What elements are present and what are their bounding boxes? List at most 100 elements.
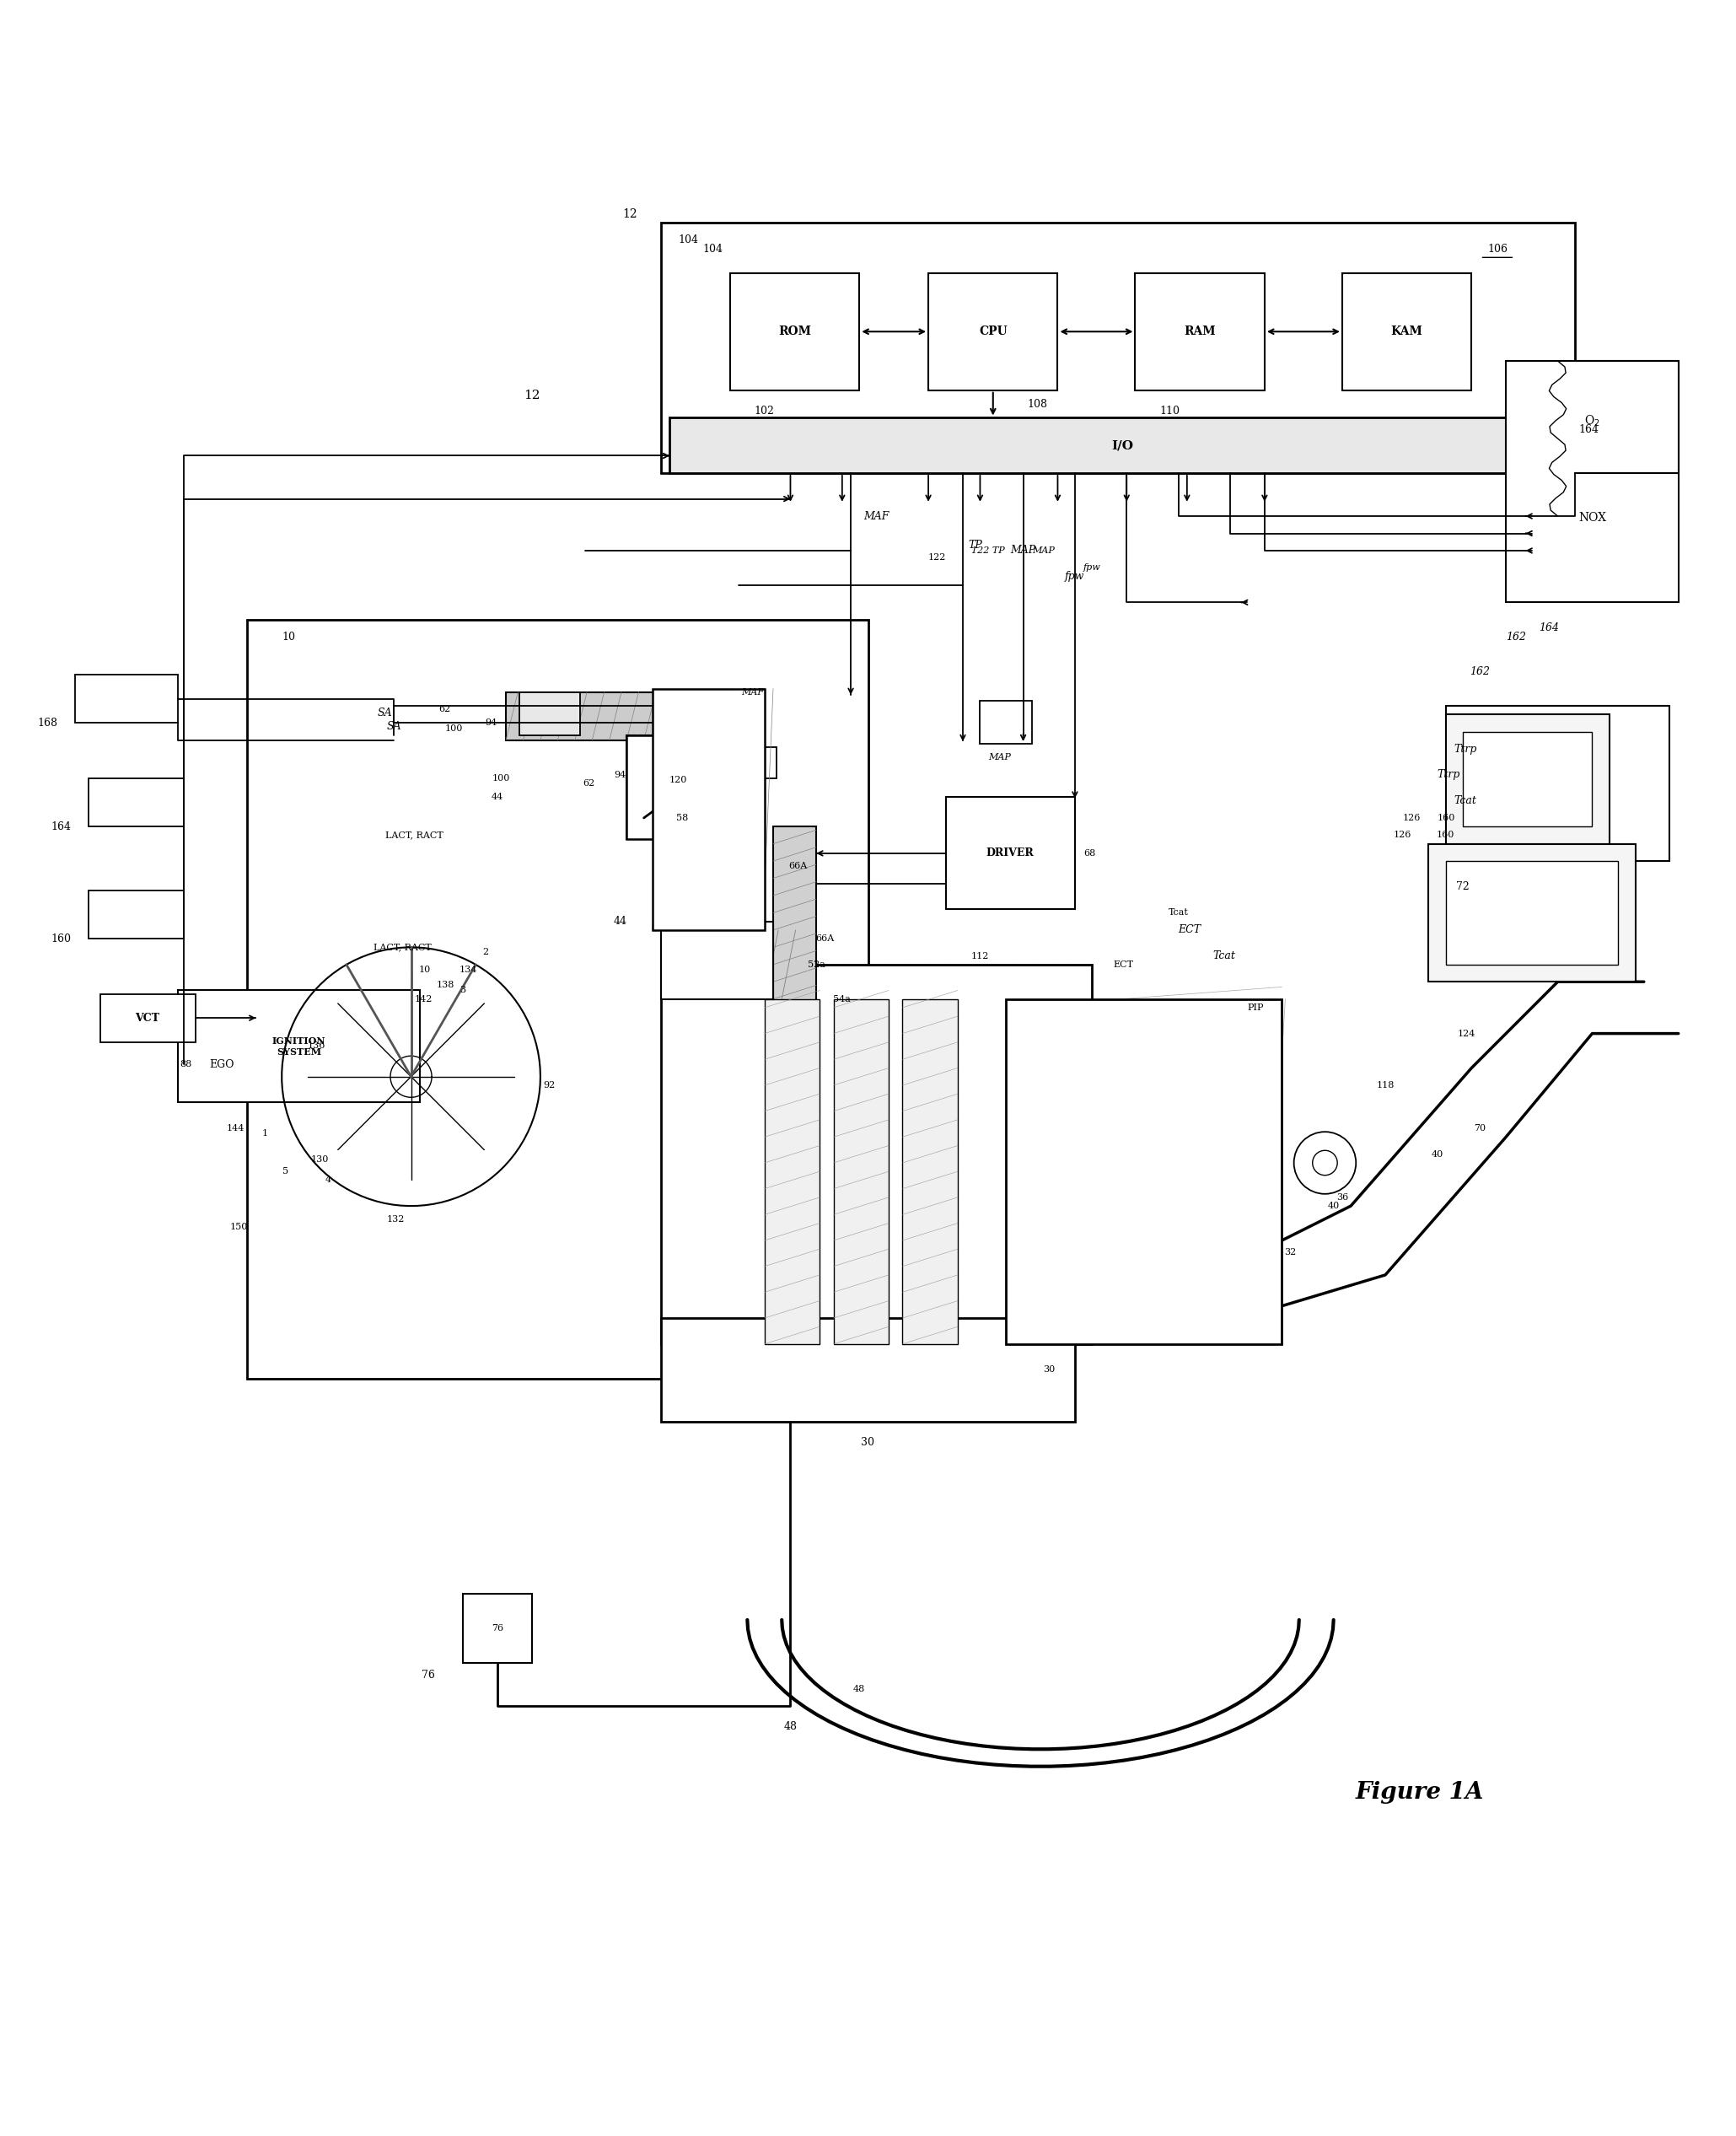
Text: 48: 48 bbox=[783, 1722, 797, 1732]
Text: TP: TP bbox=[969, 540, 983, 551]
Text: 104: 104 bbox=[679, 235, 698, 246]
Text: 4: 4 bbox=[325, 1177, 332, 1183]
Text: SA: SA bbox=[387, 722, 401, 733]
Text: 92: 92 bbox=[543, 1081, 556, 1089]
Text: 162: 162 bbox=[1470, 666, 1489, 677]
Bar bbox=[764, 1000, 819, 1344]
Text: 58: 58 bbox=[675, 814, 687, 822]
Text: MAP: MAP bbox=[990, 754, 1012, 763]
Text: Ttrp: Ttrp bbox=[1437, 769, 1460, 780]
Bar bbox=[661, 222, 1575, 472]
Text: 76: 76 bbox=[491, 1623, 503, 1632]
Bar bbox=[929, 273, 1057, 391]
Text: VCT: VCT bbox=[135, 1012, 160, 1023]
Text: 54a: 54a bbox=[833, 995, 851, 1004]
Bar bbox=[519, 692, 580, 735]
Text: 118: 118 bbox=[1377, 1081, 1394, 1089]
Text: 120: 120 bbox=[670, 775, 687, 784]
Text: 134: 134 bbox=[458, 965, 477, 974]
Text: 44: 44 bbox=[613, 916, 627, 927]
Bar bbox=[1429, 844, 1635, 983]
Text: 40: 40 bbox=[1328, 1203, 1340, 1211]
Text: 30: 30 bbox=[861, 1438, 875, 1448]
Text: 10: 10 bbox=[281, 632, 295, 643]
Text: KAM: KAM bbox=[1391, 325, 1424, 337]
Text: 164: 164 bbox=[1540, 624, 1559, 634]
Text: 48: 48 bbox=[854, 1685, 865, 1694]
Text: 3: 3 bbox=[460, 987, 465, 995]
Text: 164: 164 bbox=[1578, 425, 1599, 436]
Text: Tcat: Tcat bbox=[1455, 795, 1477, 805]
Bar bbox=[661, 1318, 1075, 1423]
Bar bbox=[89, 778, 184, 827]
Text: fpw: fpw bbox=[1083, 564, 1101, 572]
Bar bbox=[75, 675, 179, 724]
Text: 110: 110 bbox=[1160, 406, 1180, 417]
Text: 106: 106 bbox=[1488, 244, 1507, 254]
Text: DRIVER: DRIVER bbox=[986, 848, 1035, 859]
Text: LACT, RACT: LACT, RACT bbox=[385, 831, 443, 839]
Bar bbox=[1446, 705, 1670, 861]
Bar bbox=[464, 1593, 531, 1664]
Text: 160: 160 bbox=[50, 933, 71, 944]
Bar bbox=[731, 273, 859, 391]
Text: 62: 62 bbox=[583, 780, 595, 788]
Text: MAP: MAP bbox=[1031, 547, 1054, 555]
Text: 12: 12 bbox=[524, 389, 540, 402]
Text: 160: 160 bbox=[1437, 831, 1455, 839]
Text: 138: 138 bbox=[436, 980, 455, 989]
Text: 1: 1 bbox=[262, 1130, 267, 1138]
Bar bbox=[179, 991, 420, 1102]
Text: I/O: I/O bbox=[1111, 440, 1134, 451]
Text: ROM: ROM bbox=[778, 325, 811, 337]
Bar bbox=[946, 797, 1075, 910]
Text: 162: 162 bbox=[1507, 632, 1526, 643]
Text: 108: 108 bbox=[1028, 399, 1049, 410]
Text: 12: 12 bbox=[623, 209, 637, 220]
Text: 130: 130 bbox=[311, 1156, 328, 1164]
Bar bbox=[1463, 733, 1592, 827]
Text: 164: 164 bbox=[50, 820, 71, 833]
Text: ECT: ECT bbox=[1179, 925, 1201, 936]
Bar bbox=[903, 1000, 958, 1344]
Text: 142: 142 bbox=[415, 995, 432, 1004]
Text: Ttrp: Ttrp bbox=[1455, 743, 1477, 754]
Text: 144: 144 bbox=[226, 1124, 245, 1132]
Text: NOX: NOX bbox=[1578, 513, 1606, 523]
Text: 94: 94 bbox=[615, 771, 625, 780]
Text: 100: 100 bbox=[444, 724, 464, 733]
Text: 66A: 66A bbox=[788, 863, 807, 871]
Text: 112: 112 bbox=[970, 953, 990, 959]
Bar bbox=[833, 1000, 889, 1344]
Bar bbox=[101, 993, 196, 1042]
Bar bbox=[740, 748, 776, 778]
Text: 102: 102 bbox=[755, 406, 774, 417]
Text: IGNITION
SYSTEM: IGNITION SYSTEM bbox=[273, 1036, 326, 1057]
Bar bbox=[661, 965, 1092, 1344]
Text: 70: 70 bbox=[1474, 1124, 1486, 1132]
Text: LACT, RACT: LACT, RACT bbox=[373, 944, 432, 951]
Text: 72: 72 bbox=[1457, 882, 1469, 893]
Bar bbox=[661, 921, 773, 1000]
Text: 68: 68 bbox=[1083, 850, 1095, 857]
Bar bbox=[89, 891, 184, 938]
Bar bbox=[1446, 713, 1609, 844]
Text: 168: 168 bbox=[38, 718, 57, 728]
Text: 40: 40 bbox=[1430, 1149, 1443, 1158]
Text: EGO: EGO bbox=[210, 1059, 234, 1070]
Text: 126: 126 bbox=[1394, 831, 1411, 839]
Bar bbox=[773, 827, 816, 1034]
Text: 126: 126 bbox=[1403, 814, 1420, 822]
Text: 122: 122 bbox=[927, 553, 946, 562]
Bar bbox=[1342, 273, 1472, 391]
Bar bbox=[247, 619, 868, 1378]
Text: 76: 76 bbox=[422, 1670, 436, 1681]
Text: 136: 136 bbox=[307, 1042, 325, 1049]
Text: Tcat: Tcat bbox=[1213, 951, 1236, 961]
Text: O$_2$: O$_2$ bbox=[1585, 414, 1601, 429]
Text: Tcat: Tcat bbox=[1168, 908, 1189, 916]
Text: 66A: 66A bbox=[816, 933, 835, 942]
Text: 104: 104 bbox=[703, 244, 722, 254]
Text: 2: 2 bbox=[483, 948, 488, 957]
Text: 62: 62 bbox=[439, 705, 451, 713]
